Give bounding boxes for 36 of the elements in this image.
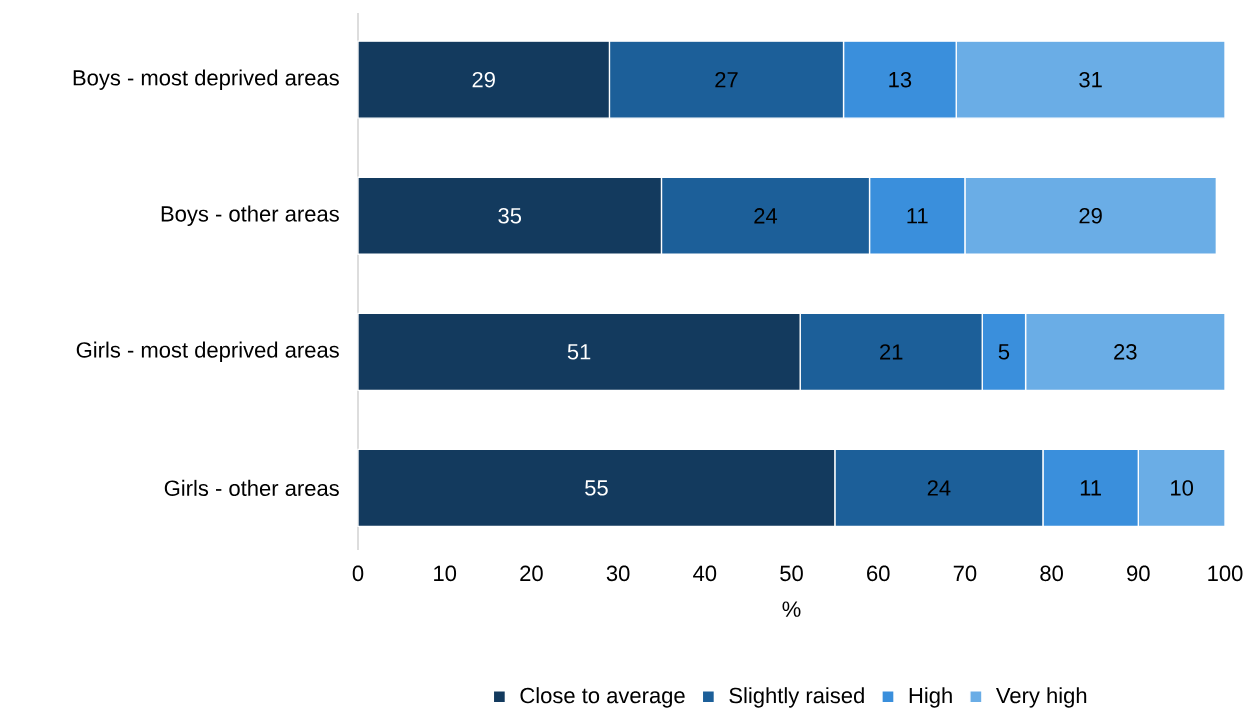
y-tick-label: Boys - other areas [161,205,339,227]
x-tick-label: 0 [352,565,364,582]
data-label: 13 [889,71,912,88]
x-axis-title: % [782,601,801,617]
data-label: 55 [585,480,608,496]
x-tick-label: 10 [434,565,457,582]
x-tick-label: 60 [867,565,890,582]
x-tick-label: 50 [780,565,803,582]
y-tick-label: Girls - other areas [164,479,339,496]
data-label: 24 [754,208,778,224]
x-tick-label: 40 [693,565,717,582]
x-tick-label: 80 [1040,565,1063,582]
legend-label: Close to average [520,687,685,708]
data-label: 27 [715,71,738,88]
x-tick-label: 90 [1127,565,1150,582]
data-label: 35 [498,207,522,224]
legend-label: High [909,687,952,708]
data-label: 21 [880,344,903,360]
x-tick-label: 100 [1208,565,1243,582]
x-tick-label: 20 [520,565,543,582]
data-label: 51 [567,344,591,360]
y-tick-label: Girls - most deprived areas [76,341,339,363]
legend-label: Slightly raised [729,687,864,708]
data-label: 5 [998,344,1010,360]
data-label: 24 [927,480,951,496]
x-tick-label: 30 [606,565,630,582]
data-label: 23 [1114,344,1137,360]
x-tick-label: 70 [953,565,977,582]
data-label: 29 [472,71,495,88]
data-label: 29 [1079,207,1102,224]
y-tick-label: Boys - most deprived areas [73,69,339,90]
data-label: 10 [1171,480,1194,496]
data-label: 11 [1080,480,1101,496]
data-label: 31 [1079,71,1102,88]
data-label: 11 [907,208,928,224]
legend-label: Very high [995,687,1087,708]
